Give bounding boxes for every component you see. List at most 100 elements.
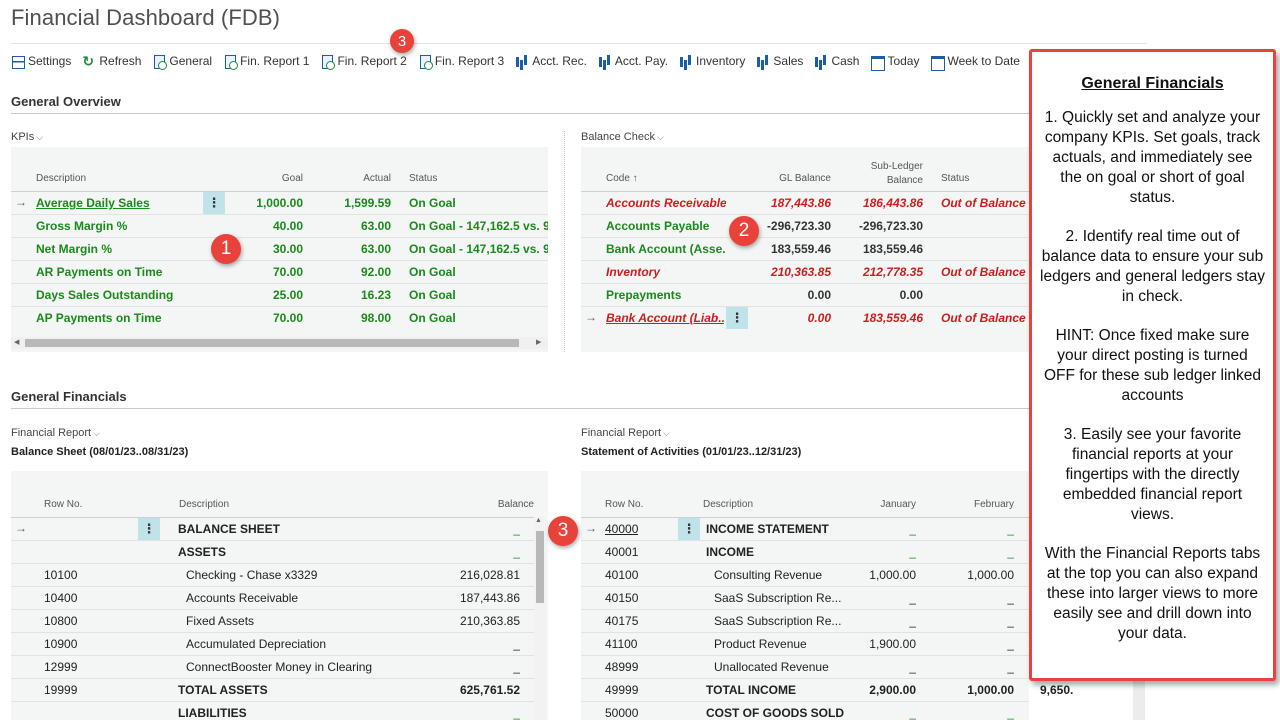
col-header-status[interactable]: Status (941, 173, 970, 184)
row-january[interactable]: _ (909, 591, 916, 605)
row-balance[interactable]: _ (513, 660, 520, 674)
col-header-description[interactable]: Description (703, 499, 754, 510)
table-row[interactable]: ASSETS _ (11, 540, 536, 563)
table-row[interactable]: AR Payments on Time 70.00 92.00 On Goal (11, 260, 548, 283)
row-february[interactable]: _ (1007, 522, 1014, 536)
row-balance[interactable]: 210,363.85 (459, 614, 520, 628)
table-row[interactable]: Prepayments 0.00 0.00 (581, 283, 1029, 306)
refresh-action[interactable]: ↻ Refresh (82, 52, 142, 69)
row-february[interactable]: _ (1007, 660, 1014, 674)
vertical-scrollbar[interactable]: ▲ (534, 517, 546, 720)
row-menu-icon[interactable]: ⋮ (138, 518, 160, 540)
table-row[interactable]: 40150 SaaS Subscription Re... _ _ (581, 586, 1029, 609)
fin-report-3-action[interactable]: Fin. Report 3 (418, 54, 504, 70)
kpi-description[interactable]: Days Sales Outstanding (36, 288, 174, 302)
row-january[interactable]: _ (909, 614, 916, 628)
table-row[interactable]: 40175 SaaS Subscription Re... _ _ (581, 609, 1029, 632)
row-january[interactable]: 2,900.00 (869, 683, 916, 697)
acct-pay-action[interactable]: Acct. Pay. (598, 54, 668, 68)
table-row[interactable]: 48999 Unallocated Revenue _ _ (581, 655, 1029, 678)
row-balance[interactable]: _ (513, 637, 520, 651)
kpi-description[interactable]: AR Payments on Time (36, 265, 163, 279)
balance-code[interactable]: Accounts Receivable (606, 196, 726, 210)
table-row[interactable]: Bank Account (Asse... 183,559.46 183,559… (581, 237, 1029, 260)
row-february[interactable]: _ (1007, 637, 1014, 651)
row-balance[interactable]: _ (513, 545, 520, 559)
balance-code[interactable]: Inventory (606, 265, 661, 279)
table-row[interactable]: → Average Daily Sales ⋮ 1,000.00 1,599.5… (11, 191, 548, 214)
row-january[interactable]: 1,900.00 (869, 637, 916, 651)
cash-action[interactable]: Cash (814, 54, 859, 68)
scroll-left-icon[interactable]: ◀ (14, 339, 20, 346)
horizontal-scrollbar[interactable]: ◀ ▶ (11, 337, 548, 349)
row-february[interactable]: 1,000.00 (967, 568, 1014, 582)
table-row[interactable]: Net Margin % 30.00 63.00 On Goal - 147,1… (11, 237, 548, 260)
row-balance[interactable]: _ (513, 706, 520, 720)
col-header-description[interactable]: Description (36, 173, 87, 184)
scroll-right-icon[interactable]: ▶ (536, 339, 542, 346)
table-row[interactable]: LIABILITIES _ (11, 701, 536, 720)
table-row[interactable]: 40100 Consulting Revenue 1,000.00 1,000.… (581, 563, 1029, 586)
col-header-status[interactable]: Status (409, 173, 438, 184)
table-row[interactable]: 50000 COST OF GOODS SOLD _ _ (581, 701, 1029, 720)
table-row[interactable]: 19999 TOTAL ASSETS 625,761.52 (11, 678, 536, 701)
row-menu-icon[interactable]: ⋮ (678, 518, 700, 540)
scrollbar-thumb[interactable] (536, 531, 544, 603)
row-february[interactable]: _ (1007, 545, 1014, 559)
table-row[interactable]: Gross Margin % 40.00 63.00 On Goal - 147… (11, 214, 548, 237)
table-row[interactable]: → Bank Account (Liab... ⋮ 0.00 183,559.4… (581, 306, 1029, 329)
balance-code[interactable]: Bank Account (Liab... (606, 311, 724, 325)
table-row[interactable]: AP Payments on Time 70.00 98.00 On Goal (11, 306, 548, 329)
table-row[interactable]: → 40000 ⋮ INCOME STATEMENT _ _ (581, 517, 1029, 540)
col-header-row-no[interactable]: Row No. (44, 499, 83, 510)
settings-action[interactable]: Settings (11, 54, 71, 69)
col-header-february[interactable]: February (973, 499, 1014, 510)
table-row[interactable]: Days Sales Outstanding 25.00 16.23 On Go… (11, 283, 548, 306)
acct-rec-action[interactable]: Acct. Rec. (515, 54, 587, 68)
row-february[interactable]: 1,000.00 (967, 683, 1014, 697)
table-row[interactable]: 10800 Fixed Assets 210,363.85 (11, 609, 536, 632)
scroll-up-icon[interactable]: ▲ (535, 517, 542, 524)
today-action[interactable]: Today (870, 54, 919, 71)
balance-code[interactable]: Prepayments (606, 288, 682, 302)
general-action[interactable]: General (152, 54, 212, 70)
table-row[interactable]: 10100 Checking - Chase x3329 216,028.81 (11, 563, 536, 586)
scrollbar-thumb[interactable] (25, 339, 519, 347)
col-header-sub-ledger[interactable]: Sub-Ledger (870, 161, 923, 172)
row-balance[interactable]: 187,443.86 (459, 591, 520, 605)
row-menu-icon[interactable]: ⋮ (726, 307, 748, 329)
col-header-description[interactable]: Description (179, 499, 230, 510)
kpi-description[interactable]: Net Margin % (36, 242, 113, 256)
col-header-sub-ledger-balance[interactable]: Balance (886, 175, 923, 186)
balance-code[interactable]: Accounts Payable (606, 219, 710, 233)
row-january[interactable]: _ (909, 522, 916, 536)
col-header-code[interactable]: Code ↑ (606, 173, 638, 184)
kpi-description[interactable]: AP Payments on Time (36, 311, 162, 325)
col-header-january[interactable]: January (880, 499, 916, 510)
col-header-balance[interactable]: Balance (497, 499, 534, 510)
row-balance[interactable]: 625,761.52 (459, 683, 520, 697)
col-header-goal[interactable]: Goal (281, 173, 303, 184)
balance-check-caption[interactable]: Balance Check ⌵ (581, 131, 664, 143)
row-february[interactable]: _ (1007, 591, 1014, 605)
table-row[interactable]: Accounts Receivable 187,443.86 186,443.8… (581, 191, 1029, 214)
fin-report-1-caption[interactable]: Financial Report ⌵ (11, 427, 100, 439)
row-january[interactable]: _ (909, 545, 916, 559)
fin-report-2-action[interactable]: Fin. Report 2 (320, 54, 407, 70)
row-january[interactable]: _ (909, 706, 916, 720)
table-row[interactable]: 10400 Accounts Receivable 187,443.86 (11, 586, 536, 609)
row-february[interactable]: _ (1007, 614, 1014, 628)
row-january[interactable]: 1,000.00 (869, 568, 916, 582)
row-menu-icon[interactable]: ⋮ (203, 192, 225, 214)
row-balance[interactable]: 216,028.81 (459, 568, 520, 582)
row-january[interactable]: _ (909, 660, 916, 674)
table-row[interactable]: 49999 TOTAL INCOME 2,900.00 1,000.00 (581, 678, 1029, 701)
week-to-date-action[interactable]: Week to Date (930, 54, 1020, 71)
balance-code[interactable]: Bank Account (Asse... (606, 242, 726, 256)
col-header-actual[interactable]: Actual (363, 173, 391, 184)
row-no[interactable]: 40000 (605, 522, 639, 536)
kpis-caption[interactable]: KPIs ⌵ (11, 131, 44, 143)
fin-report-2-caption[interactable]: Financial Report ⌵ (581, 427, 670, 439)
row-balance[interactable]: _ (513, 522, 520, 536)
table-row[interactable]: 40001 INCOME _ _ (581, 540, 1029, 563)
